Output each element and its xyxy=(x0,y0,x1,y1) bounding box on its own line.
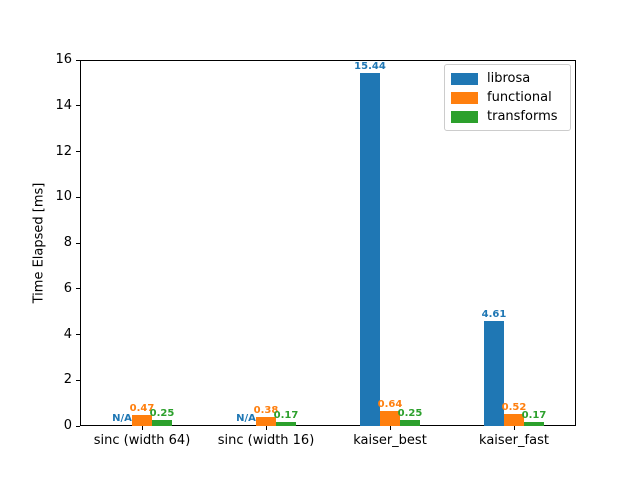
bar-value-label: N/A xyxy=(236,413,256,424)
y-tick-label: 6 xyxy=(63,280,72,296)
y-tick-mark xyxy=(76,425,80,427)
x-tick-mark xyxy=(265,426,267,430)
bar-value-label: 0.17 xyxy=(521,410,547,422)
legend-entry-librosa: librosa xyxy=(451,69,562,88)
legend-label: functional xyxy=(487,90,552,105)
x-tick-mark xyxy=(141,426,143,430)
legend-swatch-icon xyxy=(451,110,478,123)
legend-label: librosa xyxy=(487,71,531,86)
y-tick-label: 2 xyxy=(63,372,72,388)
bar-value-label: 0.25 xyxy=(149,408,175,420)
legend: librosa functional transforms xyxy=(444,64,571,131)
y-tick-label: 12 xyxy=(55,143,72,159)
bar-librosa xyxy=(360,72,380,426)
bar-functional xyxy=(504,414,524,426)
bar-transforms xyxy=(524,422,544,426)
y-tick-mark xyxy=(76,379,80,381)
bar-functional xyxy=(256,417,276,426)
legend-swatch-icon xyxy=(451,91,478,104)
legend-swatch-icon xyxy=(451,72,478,85)
y-tick-mark xyxy=(76,196,80,198)
bar-value-label: 4.61 xyxy=(481,308,507,320)
bar-transforms xyxy=(152,420,172,426)
bar-value-label: N/A xyxy=(112,413,132,424)
y-tick-mark xyxy=(76,105,80,107)
y-tick-mark xyxy=(76,334,80,335)
bar-value-label: 0.17 xyxy=(273,410,299,422)
legend-entry-functional: functional xyxy=(451,88,562,107)
y-tick-label: 0 xyxy=(63,418,72,433)
y-tick-label: 14 xyxy=(55,97,72,113)
bar-functional xyxy=(132,415,152,426)
y-tick-mark xyxy=(76,242,80,244)
legend-label: transforms xyxy=(487,109,558,124)
x-tick-label: sinc (width 16) xyxy=(217,433,315,448)
bar-librosa xyxy=(484,320,504,426)
x-tick-label: sinc (width 64) xyxy=(93,433,191,448)
bar-value-label: 0.38 xyxy=(253,405,279,417)
x-tick-mark xyxy=(513,426,515,430)
bar-value-label: 0.25 xyxy=(397,408,423,420)
bar-value-label: 0.52 xyxy=(501,402,527,414)
bar-functional xyxy=(380,411,400,426)
y-tick-label: 10 xyxy=(55,189,72,205)
y-tick-label: 16 xyxy=(55,52,72,67)
bar-value-label: 0.64 xyxy=(377,399,403,411)
legend-entry-transforms: transforms xyxy=(451,107,562,126)
y-tick-label: 4 xyxy=(63,326,72,342)
x-tick-mark xyxy=(389,426,391,430)
x-tick-label: kaiser_fast xyxy=(479,433,549,448)
bar-value-label: 15.44 xyxy=(354,60,386,72)
bar-transforms xyxy=(400,420,420,426)
y-tick-label: 8 xyxy=(63,235,72,250)
y-tick-mark xyxy=(76,151,80,152)
y-tick-mark xyxy=(76,59,80,61)
bar-transforms xyxy=(276,422,296,426)
bar-value-label: 0.47 xyxy=(129,403,155,415)
y-tick-mark xyxy=(76,288,80,290)
x-tick-label: kaiser_best xyxy=(353,433,427,448)
